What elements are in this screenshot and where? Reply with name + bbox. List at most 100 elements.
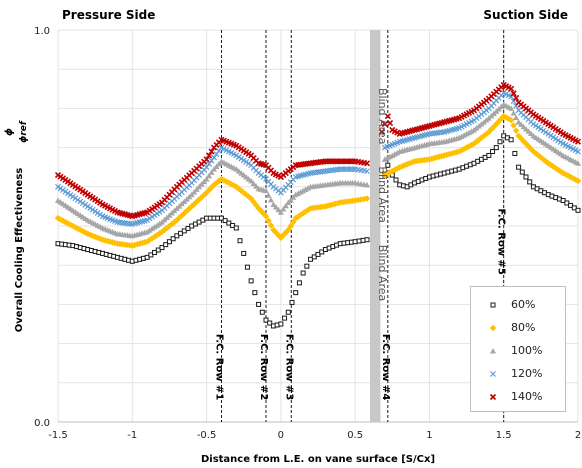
data-point [253, 183, 260, 189]
data-point [289, 218, 297, 226]
data-point [272, 204, 279, 210]
data-point [300, 270, 306, 276]
data-point [510, 109, 517, 116]
data-point [163, 242, 169, 248]
series-120pct [55, 89, 581, 227]
data-point [530, 148, 537, 155]
data-point [342, 166, 349, 173]
legend-label: 80% [511, 321, 536, 334]
legend-label: 60% [511, 298, 536, 311]
data-point [270, 201, 277, 207]
legend-item: 80% [485, 316, 565, 339]
data-point [575, 207, 581, 213]
data-point [262, 212, 270, 220]
data-point [304, 263, 310, 269]
data-point [203, 156, 210, 163]
data-point [203, 175, 210, 182]
data-point [289, 299, 295, 305]
data-point [575, 160, 581, 166]
data-point [248, 177, 255, 184]
legend-item: 100% [485, 339, 565, 362]
data-point [344, 166, 351, 173]
row-label: F.C. Row #5 [496, 208, 507, 274]
y-axis-symbol-denominator: ϕref [19, 120, 29, 143]
data-point [166, 239, 172, 245]
data-point [347, 166, 354, 173]
data-point [519, 169, 525, 175]
blind-area-band [370, 30, 381, 422]
blind-area-label: Blind Area [376, 245, 389, 301]
y-axis-title: Overall Cooling Effectiveness [14, 168, 25, 333]
data-point [263, 187, 269, 194]
data-point [149, 225, 156, 232]
data-point [263, 317, 269, 323]
data-point [513, 114, 520, 121]
row-label: F.C. Row #1 [213, 334, 224, 400]
legend-marker-shape [490, 302, 496, 307]
data-point [267, 221, 275, 229]
y-axis-symbol-numerator: ϕ [4, 128, 15, 136]
data-point [512, 127, 520, 134]
data-point [512, 150, 518, 156]
series-100pct [55, 101, 581, 239]
legend-marker-shape [489, 324, 497, 331]
data-point [507, 116, 515, 124]
data-point [151, 223, 158, 230]
y-tick-label: 0.0 [34, 418, 50, 429]
data-point [233, 225, 239, 231]
data-point [287, 222, 295, 230]
legend-marker [489, 324, 497, 331]
data-point [364, 168, 370, 175]
legend-label: 120% [511, 367, 543, 380]
data-point [352, 239, 358, 245]
data-point [282, 315, 288, 321]
data-point [208, 169, 215, 175]
data-point [244, 264, 250, 270]
data-point [267, 196, 274, 203]
data-point [508, 105, 515, 111]
series-60pct [55, 133, 581, 329]
data-point [486, 152, 492, 158]
data-point [574, 177, 582, 185]
data-point [542, 157, 550, 165]
legend: 60% 80% 100% 120% 140% [470, 286, 566, 412]
data-point [384, 113, 391, 120]
legend-marker-shape [490, 347, 496, 353]
series-140pct [54, 81, 582, 220]
data-point [386, 120, 394, 127]
data-point [510, 90, 517, 97]
x-tick-label: 2 [575, 430, 581, 441]
data-point [339, 166, 346, 173]
data-point [497, 139, 503, 145]
data-point [241, 250, 247, 256]
data-point [508, 137, 514, 143]
data-point [252, 290, 258, 296]
legend-marker-shape [489, 393, 497, 400]
x-tick-label: 1.5 [496, 430, 512, 441]
data-point [208, 148, 215, 155]
pressure-side-label: Pressure Side [62, 8, 156, 22]
data-point [363, 160, 371, 167]
data-point [364, 237, 370, 243]
data-point [248, 278, 254, 284]
data-point [490, 149, 496, 155]
legend-marker [489, 393, 497, 400]
data-point [235, 185, 243, 193]
series-layer [54, 81, 582, 329]
series-80pct [54, 112, 582, 249]
data-point [259, 309, 265, 315]
data-point [237, 238, 243, 244]
data-point [154, 222, 161, 228]
legend-marker [490, 302, 496, 307]
data-point [532, 150, 540, 157]
data-point [393, 177, 399, 183]
data-point [296, 280, 302, 286]
data-point [144, 228, 151, 235]
x-tick-label: -0.5 [197, 430, 217, 441]
data-point [277, 209, 284, 215]
data-point [523, 174, 529, 180]
x-tick-label: 1 [426, 430, 432, 441]
row-label: F.C. Row #3 [283, 334, 294, 400]
data-point [265, 217, 272, 225]
x-tick-label: -1 [127, 430, 137, 441]
